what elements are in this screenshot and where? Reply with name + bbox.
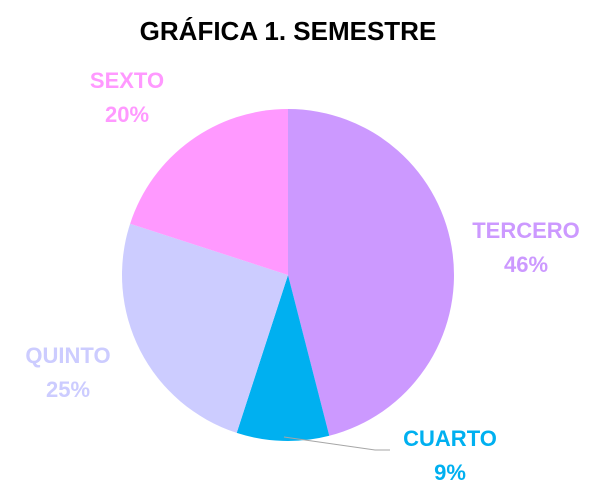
slice-label: QUINTO (25, 343, 110, 368)
slice-value-label: 20% (105, 102, 149, 127)
slice-value-label: 25% (46, 377, 90, 402)
pie-slice (130, 108, 288, 276)
pie-slice (236, 275, 330, 441)
leader-line (283, 436, 390, 451)
slice-label: CUARTO (403, 426, 497, 451)
slice-label: SEXTO (90, 68, 164, 93)
pie-slice (122, 223, 289, 433)
slice-value-label: 9% (434, 460, 466, 485)
pie-slice (288, 109, 454, 436)
slice-value-label: 46% (504, 252, 548, 277)
chart-title: GRÁFICA 1. SEMESTRE (140, 16, 437, 46)
slice-label: TERCERO (472, 218, 580, 243)
